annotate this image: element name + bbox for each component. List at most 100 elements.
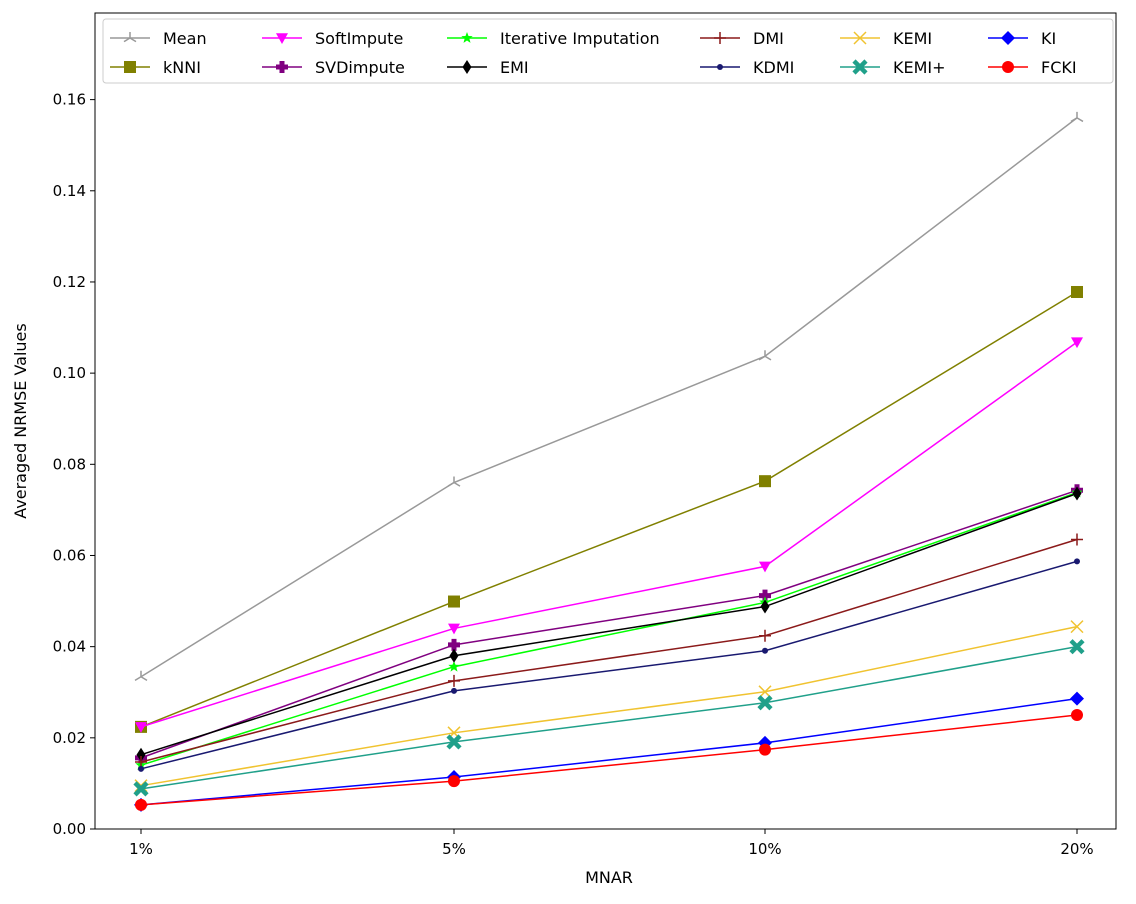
data-point <box>1069 639 1085 655</box>
y-tick-label: 0.10 <box>53 364 86 382</box>
x-tick-label: 5% <box>442 840 466 858</box>
data-point <box>135 722 147 733</box>
data-point <box>138 765 144 772</box>
series-kdmi <box>138 558 1080 772</box>
data-point <box>448 660 460 672</box>
data-point <box>1070 620 1084 634</box>
legend-item: KDMI <box>700 58 794 77</box>
legend-item: Mean <box>110 29 207 48</box>
y-tick-label: 0.00 <box>53 820 86 838</box>
series-emi <box>136 486 1082 762</box>
legend-marker <box>462 60 472 74</box>
data-point <box>759 561 771 573</box>
legend-label: KDMI <box>753 58 794 77</box>
legend-item: FCKI <box>988 58 1077 77</box>
y-tick-label: 0.08 <box>53 455 86 473</box>
series-line <box>140 291 1078 728</box>
y-tick-label: 0.16 <box>53 91 86 109</box>
legend-label: KI <box>1041 29 1056 48</box>
legend-marker <box>1002 61 1014 73</box>
series-kemi- <box>133 639 1085 797</box>
y-tick-label: 0.12 <box>53 273 86 291</box>
data-point <box>758 350 772 361</box>
legend-marker <box>717 64 723 70</box>
series-line <box>140 538 1078 763</box>
legend-marker <box>123 32 137 43</box>
legend-label: EMI <box>500 58 529 77</box>
data-point <box>448 638 460 651</box>
y-tick-label: 0.04 <box>53 638 86 656</box>
data-point <box>1071 337 1083 349</box>
legend-marker <box>124 61 136 73</box>
series-line <box>140 341 1078 728</box>
data-point <box>133 781 149 797</box>
legend-marker <box>276 61 288 73</box>
data-point <box>1070 111 1084 123</box>
x-tick-label: 20% <box>1060 840 1093 858</box>
data-point <box>757 695 773 711</box>
data-point <box>134 670 148 681</box>
series-line <box>140 489 1078 759</box>
data-point <box>449 648 459 663</box>
series-mean <box>134 111 1084 681</box>
legend-item: KEMI+ <box>840 58 946 77</box>
legend-item: SVDimpute <box>262 58 405 77</box>
legend-label: FCKI <box>1041 58 1077 77</box>
y-tick-label: 0.14 <box>53 182 86 200</box>
legend-label: Mean <box>163 29 207 48</box>
data-point <box>1071 533 1083 546</box>
data-point <box>759 475 771 488</box>
legend-label: SVDimpute <box>315 58 405 77</box>
series-line <box>140 491 1078 766</box>
data-point <box>448 674 460 687</box>
series-line <box>140 492 1078 756</box>
legend-label: SoftImpute <box>315 29 403 48</box>
series-softimpute <box>135 337 1083 733</box>
legend-marker <box>1001 31 1015 45</box>
legend-marker <box>461 32 473 43</box>
data-point <box>135 798 147 811</box>
data-point <box>134 779 148 793</box>
data-point <box>446 734 462 750</box>
series-line <box>140 645 1078 790</box>
data-point <box>759 589 771 602</box>
legend-item: Iterative Imputation <box>447 29 660 48</box>
data-point <box>760 599 770 614</box>
data-point <box>1071 709 1083 722</box>
data-point <box>1070 691 1084 706</box>
legend-marker <box>852 59 868 75</box>
data-point <box>762 647 768 654</box>
series-dmi <box>135 533 1083 768</box>
legend-marker <box>276 33 288 44</box>
legend-label: KEMI <box>893 29 932 48</box>
data-point <box>447 476 461 487</box>
x-axis-label: MNAR <box>585 868 633 887</box>
data-point <box>1072 486 1082 501</box>
legend-item: KI <box>988 29 1056 48</box>
data-point <box>1071 285 1083 298</box>
data-point <box>448 623 460 635</box>
legend-marker <box>714 32 726 44</box>
legend-label: kNNI <box>163 58 201 77</box>
x-tick-label: 1% <box>129 840 153 858</box>
series-line <box>140 714 1078 806</box>
legend-item: SoftImpute <box>262 29 403 48</box>
data-point <box>448 595 460 608</box>
data-point <box>759 743 771 756</box>
data-point <box>136 747 146 762</box>
legend-item: EMI <box>447 58 529 77</box>
data-point <box>759 629 771 642</box>
series-line <box>140 625 1078 787</box>
data-point <box>448 775 460 788</box>
series-line <box>140 117 1078 678</box>
legend-item: kNNI <box>110 58 201 77</box>
legend-marker <box>853 31 867 45</box>
series-fcki <box>135 709 1083 811</box>
legend-item: DMI <box>700 29 784 48</box>
legend: Mean kNNI SoftImpute SVDimpute Iterative Imp… <box>102 18 1114 84</box>
legend-label: Iterative Imputation <box>500 29 660 48</box>
series-line <box>140 560 1078 770</box>
data-point <box>451 687 457 694</box>
x-tick-label: 10% <box>748 840 781 858</box>
